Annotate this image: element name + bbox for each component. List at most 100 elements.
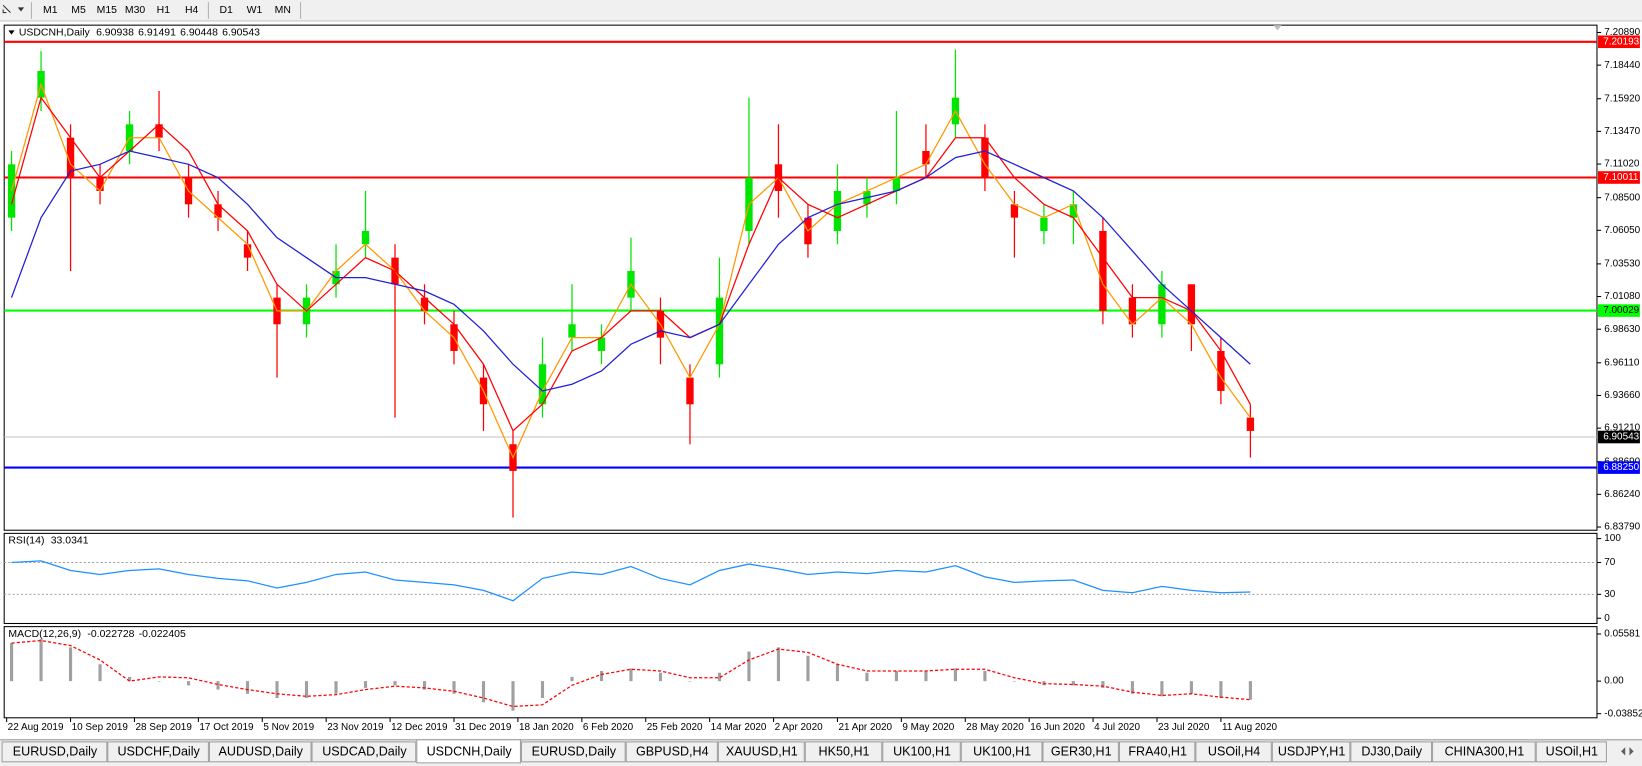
menu-arrow[interactable] (8, 30, 15, 35)
tab-label[interactable]: USDCHF,Daily (117, 745, 200, 759)
tab-label[interactable]: USDCAD,Daily (322, 745, 407, 759)
tab-label[interactable]: XAUUSD,H1 (726, 745, 798, 759)
indicator-line (11, 560, 1251, 602)
histogram-bar (39, 638, 43, 682)
tab-label[interactable]: AUDUSD,Daily (219, 745, 304, 759)
tab[interactable] (1350, 741, 1433, 763)
histogram-bar (275, 681, 279, 699)
y-tick-label: 7.08500 (1604, 192, 1640, 203)
tab-label[interactable]: GBPUSD,H4 (636, 745, 709, 759)
header-value: 6.90543 (222, 27, 260, 38)
period-button[interactable]: D1 (220, 5, 234, 16)
histogram-bar (127, 676, 132, 682)
candle-body (892, 177, 901, 191)
tab[interactable] (520, 741, 626, 763)
tab-label[interactable]: DJ30,Daily (1361, 745, 1422, 759)
y-tick-label: 7.01080 (1604, 291, 1640, 302)
candle-body (155, 124, 163, 138)
tab[interactable] (625, 741, 718, 763)
indicator-line (10, 96, 1251, 432)
tab-label[interactable]: UK100,H1 (893, 745, 951, 759)
tab[interactable] (804, 741, 883, 763)
tab[interactable] (311, 741, 417, 763)
tab-label[interactable]: USDCNH,Daily (427, 745, 513, 759)
candle-body (66, 137, 75, 178)
period-button[interactable]: M15 (97, 5, 118, 16)
tab-label[interactable]: GER30,H1 (1051, 745, 1112, 759)
candle-body (1128, 297, 1137, 325)
tab[interactable] (208, 741, 312, 763)
histogram-bar (865, 672, 869, 682)
price-panel (3, 24, 1598, 531)
tab-label[interactable]: UK100,H1 (973, 745, 1031, 759)
tab[interactable] (1042, 741, 1119, 763)
histogram-bar (1189, 681, 1193, 694)
header-value: -0.022728 (87, 629, 134, 640)
histogram-bar (216, 681, 220, 690)
cursor-tool-icon[interactable] (2, 4, 11, 14)
histogram-bar (688, 681, 692, 682)
tab[interactable] (717, 741, 805, 763)
histogram-bar (835, 664, 840, 682)
panel-header: MACD(12,26,9) -0.022728 -0.022405 (8, 629, 186, 640)
period-button[interactable]: M5 (71, 5, 86, 16)
x-tick-label: 9 May 2020 (902, 722, 954, 733)
tab[interactable] (1, 741, 108, 763)
tab-label[interactable]: USDJPY,H1 (1278, 745, 1345, 759)
tab[interactable] (960, 741, 1043, 763)
dropdown-icon[interactable] (17, 7, 25, 12)
tab-label[interactable]: CHINA300,H1 (1445, 745, 1525, 759)
panel-title: MACD(12,26,9) (8, 629, 81, 640)
panel-header: RSI(14) 33.0341 (8, 535, 88, 546)
x-tick-label: 25 Feb 2020 (647, 722, 703, 733)
indicator-line (10, 82, 1251, 460)
period-button[interactable]: H4 (185, 5, 199, 16)
y-tick-label: 7.18440 (1604, 60, 1640, 71)
tab[interactable] (1118, 741, 1196, 763)
histogram-bar (776, 647, 781, 682)
histogram-bar (1160, 681, 1164, 697)
tab-label[interactable]: USOil,H4 (1208, 745, 1260, 759)
histogram-bar (1012, 681, 1016, 682)
x-tick-label: 23 Jul 2020 (1158, 722, 1210, 733)
tab-label[interactable]: USOil,H1 (1546, 745, 1598, 759)
x-tick-label: 4 Jul 2020 (1094, 722, 1140, 733)
x-tick-label: 2 Apr 2020 (775, 722, 824, 733)
histogram-bar (68, 647, 73, 682)
x-tick-label: 5 Nov 2019 (263, 722, 314, 733)
tab-scroll-right[interactable] (1629, 747, 1634, 756)
y-tick-label: 30 (1604, 589, 1616, 600)
candle-body (597, 337, 606, 351)
period-button[interactable]: MN (275, 5, 291, 16)
tab-label[interactable]: EURUSD,Daily (532, 745, 617, 759)
active-tab[interactable] (416, 739, 521, 764)
tab[interactable] (1535, 741, 1607, 763)
tab[interactable] (1432, 741, 1536, 763)
x-tick-label: 18 Jan 2020 (519, 722, 574, 733)
period-button[interactable]: M1 (43, 5, 58, 16)
tab-label[interactable]: HK50,H1 (819, 745, 870, 759)
x-tick-label: 16 Jun 2020 (1030, 722, 1085, 733)
period-button[interactable]: M30 (125, 5, 146, 16)
period-button[interactable]: W1 (247, 5, 263, 16)
candle-body (1099, 230, 1107, 311)
header-value: 6.90938 (96, 27, 134, 38)
histogram-bar (511, 681, 515, 711)
tab-label[interactable]: FRA40,H1 (1128, 745, 1187, 759)
tab[interactable] (1195, 741, 1272, 763)
price-label-box (1598, 171, 1640, 184)
candle-body (96, 177, 104, 191)
tab-scroll-left[interactable] (1621, 747, 1626, 756)
histogram-bar (924, 670, 928, 682)
y-tick-label: 6.98630 (1604, 324, 1640, 335)
histogram-bar (894, 670, 899, 682)
shift-marker[interactable] (1273, 25, 1282, 31)
tab-label[interactable]: EURUSD,Daily (13, 745, 98, 759)
header-value: -0.022405 (139, 629, 186, 640)
tab[interactable] (882, 741, 961, 763)
period-button[interactable]: H1 (157, 5, 171, 16)
tab[interactable] (107, 741, 209, 763)
tab[interactable] (1271, 741, 1351, 763)
rsi-panel (3, 532, 1598, 625)
